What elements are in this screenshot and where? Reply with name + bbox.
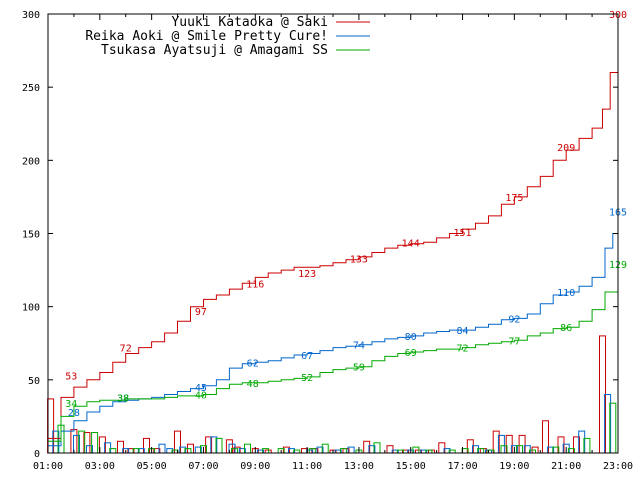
lines-layer	[48, 14, 619, 447]
series-line-0	[48, 14, 619, 439]
series-line-1	[48, 211, 619, 447]
legend-label-1: Reika Aoki @ Smile Pretty Cure!	[85, 29, 328, 44]
x-tick-label-5: 11:00	[292, 461, 322, 472]
data-label-series-1-4: 67	[301, 351, 313, 362]
y-tick-label-2: 100	[22, 303, 40, 314]
data-label-series-0-3: 116	[246, 279, 264, 290]
data-label-series-1-0: 28	[68, 408, 80, 419]
data-label-series-0-9: 209	[557, 143, 575, 154]
x-tick-label-6: 13:00	[344, 461, 374, 472]
data-label-series-2-2: 40	[195, 391, 207, 402]
data-label-series-0-5: 133	[350, 254, 368, 265]
data-labels-layer: 5372971161231331441511752093002838456267…	[65, 10, 627, 419]
data-label-series-0-6: 144	[402, 238, 420, 249]
data-label-series-0-8: 175	[505, 193, 523, 204]
x-tick-label-3: 07:00	[188, 461, 218, 472]
data-label-series-2-9: 86	[560, 323, 572, 334]
data-label-series-2-1: 38	[117, 393, 129, 404]
data-label-series-1-6: 80	[405, 332, 417, 343]
data-label-series-2-7: 72	[456, 344, 468, 355]
series-line-2	[48, 264, 619, 442]
data-label-series-1-9: 110	[557, 288, 575, 299]
legend-label-2: Tsukasa Ayatsuji @ Amagami SS	[101, 43, 328, 58]
x-tick-label-8: 17:00	[447, 461, 477, 472]
data-label-series-2-6: 69	[405, 348, 417, 359]
y-tick-label-1: 50	[28, 376, 40, 387]
data-label-series-0-0: 53	[65, 371, 77, 382]
x-tick-label-1: 03:00	[85, 461, 115, 472]
axes-layer: 0 50 100 150 200 250 300 01:00 03:00 05:00 07:00 09…	[22, 10, 633, 472]
y-tick-label-3: 150	[22, 230, 40, 241]
x-tick-label-2: 05:00	[137, 461, 167, 472]
x-tick-label-4: 09:00	[240, 461, 270, 472]
data-label-series-1-3: 62	[247, 358, 259, 369]
data-label-series-0-1: 72	[120, 344, 132, 355]
y-tick-label-0: 0	[34, 449, 40, 460]
data-label-series-1-2: 45	[195, 383, 207, 394]
data-label-series-2-8: 77	[508, 336, 520, 347]
x-tick-label-7: 15:00	[396, 461, 426, 472]
data-label-series-1-8: 92	[508, 314, 520, 325]
x-tick-label-0: 01:00	[33, 461, 63, 472]
x-tick-label-10: 21:00	[551, 461, 581, 472]
data-label-series-2-5: 59	[353, 363, 365, 374]
legend-label-0: Yuuki Kataoka @ Saki	[171, 15, 328, 30]
data-label-series-2-3: 48	[247, 379, 259, 390]
data-label-series-1-7: 84	[456, 326, 468, 337]
data-label-series-1-1: 38	[117, 393, 129, 404]
plot-frame	[47, 13, 619, 454]
y-tick-label-5: 250	[22, 83, 40, 94]
data-label-series-0-4: 123	[298, 269, 316, 280]
data-label-series-2-0: 34	[65, 399, 77, 410]
data-label-series-0-2: 97	[195, 307, 207, 318]
y-tick-label-6: 300	[22, 10, 40, 21]
x-tick-label-11: 23:00	[603, 461, 633, 472]
y-tick-label-4: 200	[22, 156, 40, 167]
data-label-series-2-4: 52	[301, 373, 313, 384]
x-tick-label-9: 19:00	[499, 461, 529, 472]
data-label-series-0-7: 151	[453, 228, 471, 239]
data-label-series-1-5: 74	[353, 341, 365, 352]
